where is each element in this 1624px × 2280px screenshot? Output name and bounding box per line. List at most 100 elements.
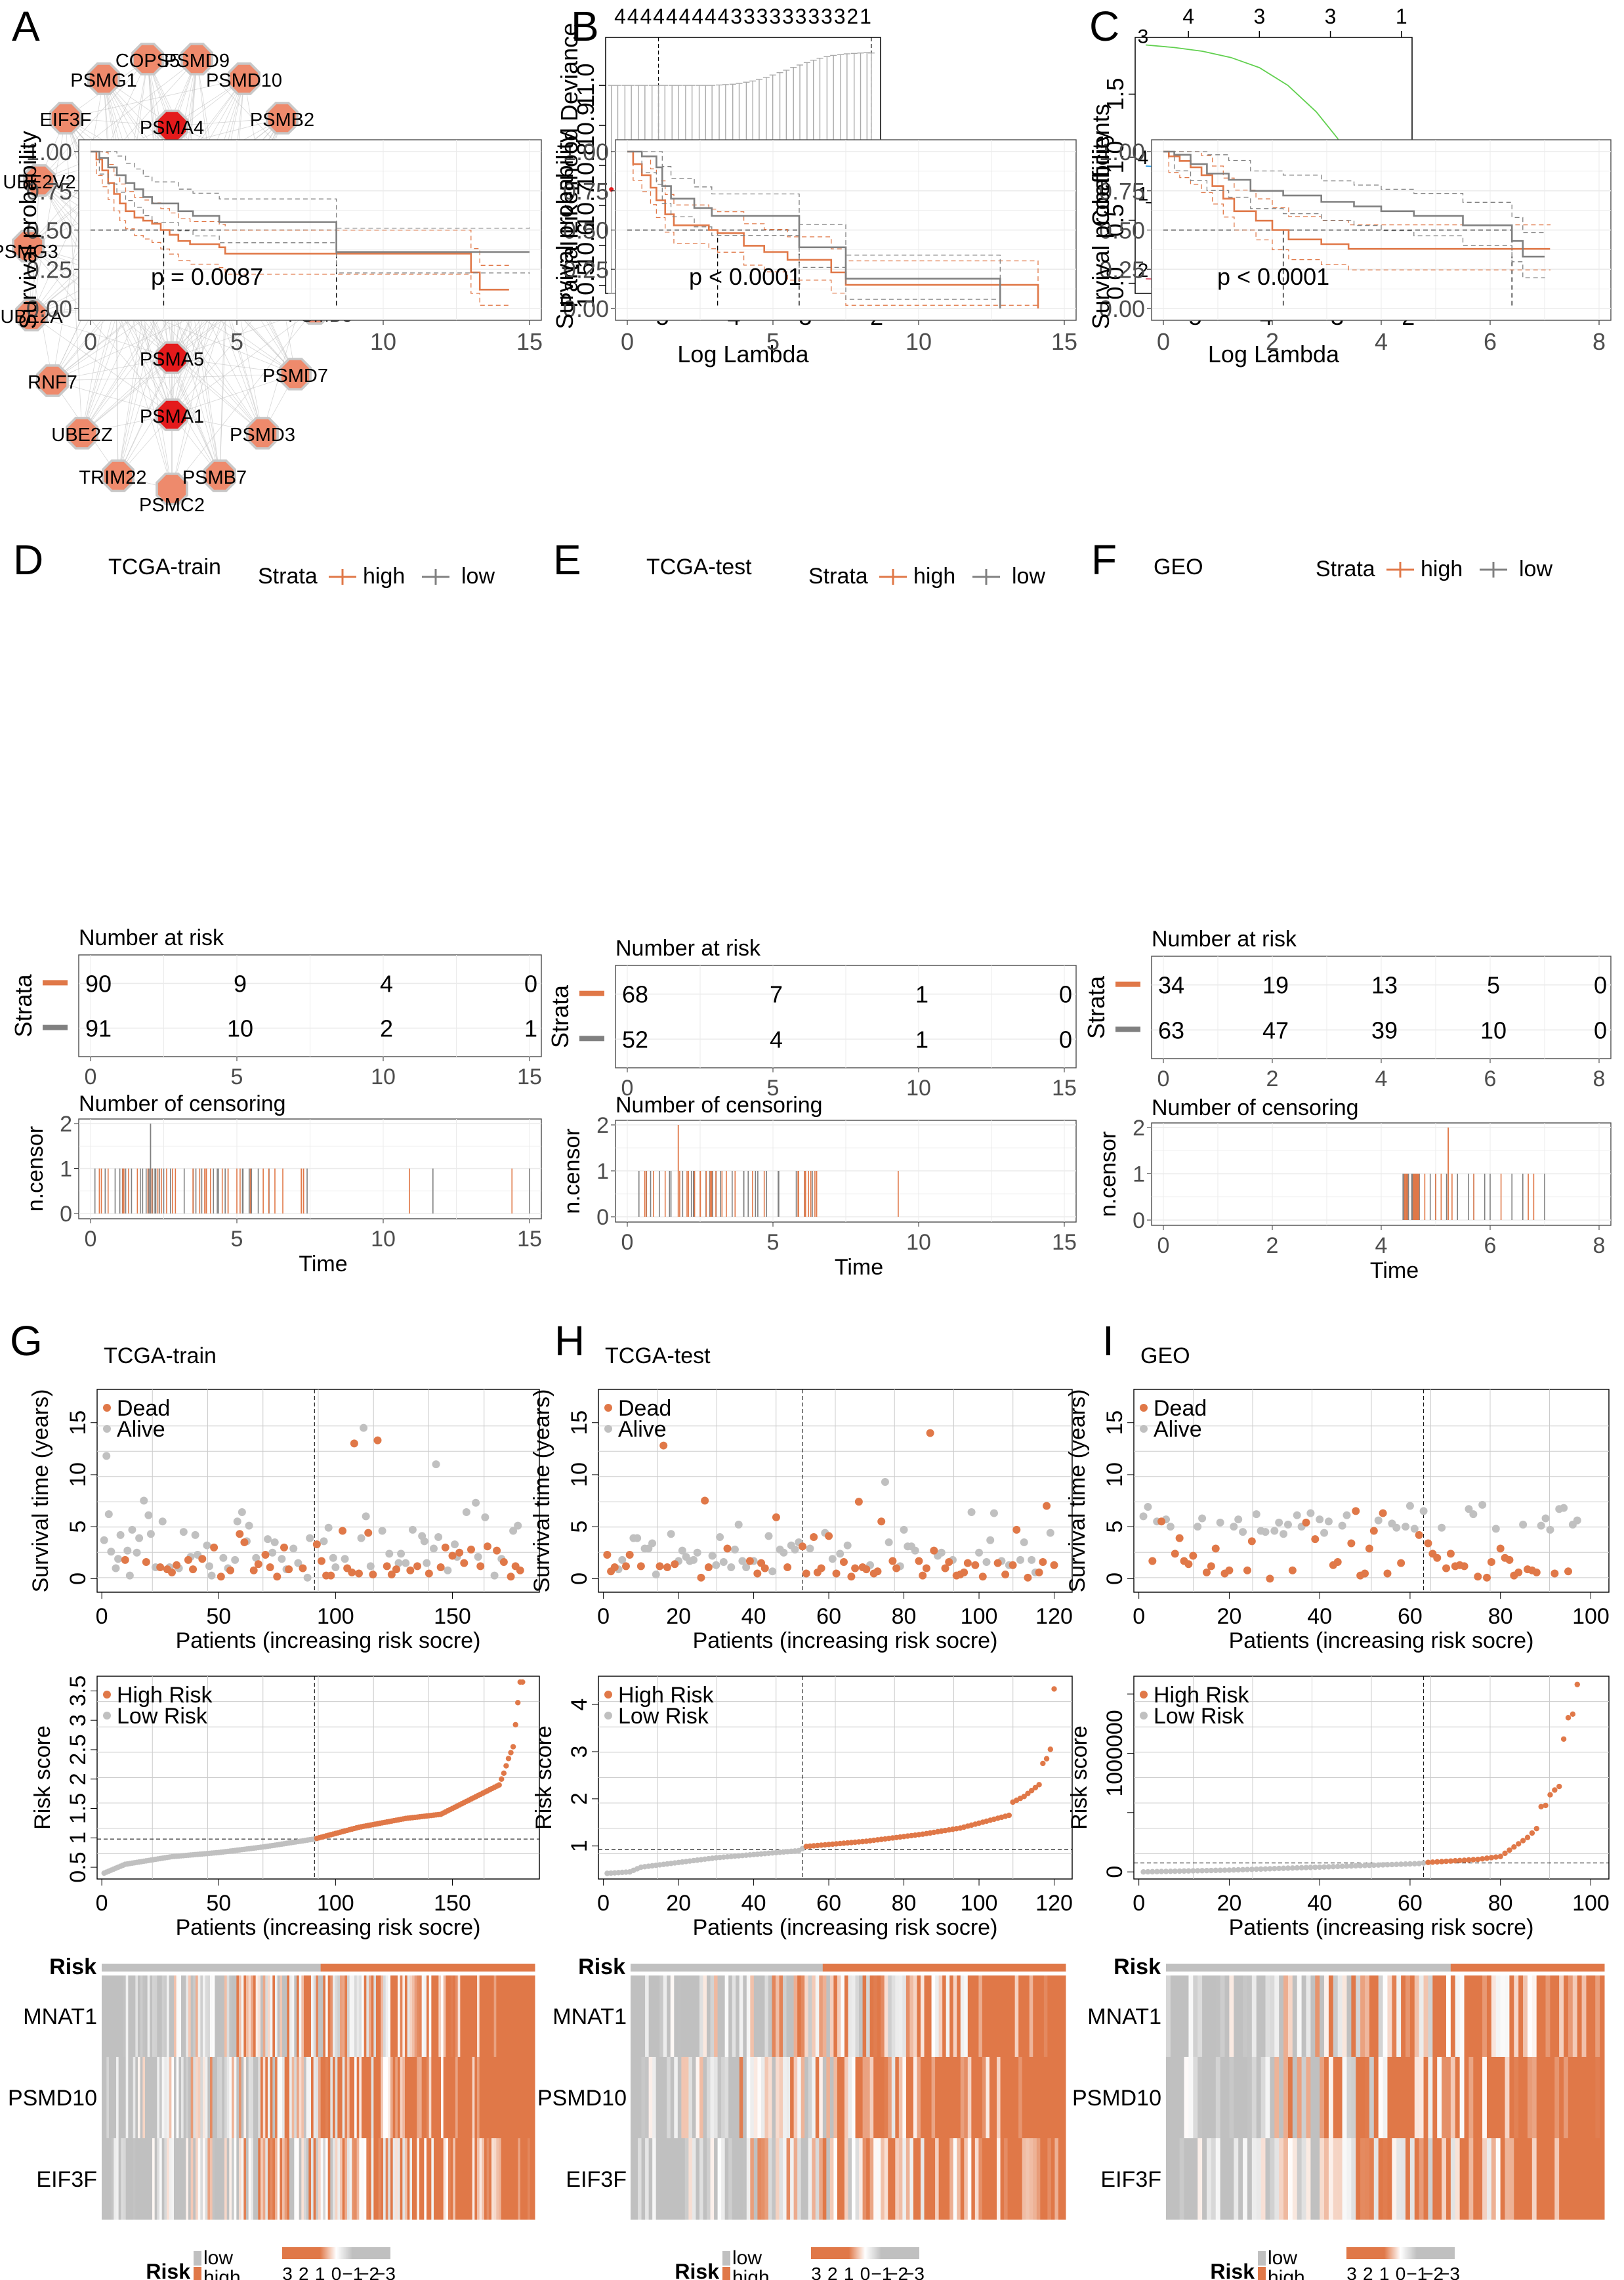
legend-entry-high: high [913,564,955,589]
heatmap-cell [234,2057,237,2138]
risk-annotation-cell [801,1964,805,1972]
heatmap-cell [1478,2057,1483,2138]
ci-upper-high [627,151,1039,284]
top-df-label: 3 [782,5,794,28]
heatmap-cell [1405,2138,1411,2220]
heatmap-cell [1595,1975,1600,2057]
heatmap-cell [306,2057,309,2138]
risk-annotation-cell [311,1964,314,1972]
heatmap-cell [1004,2057,1009,2138]
heatmap-cell [1337,2057,1343,2138]
x-tick-label: 100 [317,1891,354,1916]
risk-annotation-cell [656,1964,660,1972]
risk-annotation-cell [1036,1964,1041,1972]
point-alive [245,1521,253,1530]
point-alive [738,1557,747,1565]
heatmap-cell [1324,2057,1329,2138]
x-tick-label: 0 [597,1604,610,1629]
risk-annotation-cell [1051,1964,1055,1972]
point-low-risk [1353,1863,1359,1869]
heatmap-cell [1523,2138,1528,2220]
heatmap-cell [855,1975,860,2057]
heatmap-cell [176,1975,179,2057]
point-alive [1316,1515,1324,1524]
risk-annotation-cell [1000,1964,1005,1972]
heatmap-cell [638,2057,642,2138]
point-low-risk [1194,1868,1201,1874]
risk-count-low: 47 [1262,1017,1289,1044]
heatmap-cell [320,2057,323,2138]
legend-entry-high: high [363,564,405,589]
point-high-risk [1493,1854,1499,1860]
point-dead [507,1573,515,1581]
censor-axis-label: n.censor [560,1128,585,1214]
heatmap-cell [532,1975,535,2057]
point-high-risk [1479,1856,1486,1862]
heatmap-cell [282,2057,285,2138]
heatmap-cell [859,2138,864,2220]
point-low-risk [1416,1861,1422,1867]
heatmap-cell [1256,2138,1262,2220]
node-label: COPS5 [115,51,180,72]
x-tick-label: 5 [766,328,780,355]
point-low-risk [1321,1864,1327,1870]
point-dead [1333,1558,1342,1567]
heatmap-cell [251,1975,254,2057]
heatmap-cell [463,2138,466,2220]
y-tick-label: 3 [66,1714,91,1727]
risk-annotation-cell [407,1964,410,1972]
node-label: RNF7 [28,372,77,393]
y-axis-label: Risk score [531,1725,556,1830]
point-dead [1424,1539,1432,1548]
network-node-psmd3 [246,417,279,450]
heatmap-cell [376,2057,379,2138]
risk-annotation-cell [232,1964,235,1972]
heatmap-cell [688,2057,693,2138]
x-axis-label: Time [1370,1258,1419,1283]
risk-annotation-cell [282,1964,285,1972]
heatmap-cell [949,2057,954,2138]
heatmap-cell [873,2057,878,2138]
risk-annotation-cell [859,1964,864,1972]
heatmap-cell [438,2138,442,2220]
panel-label-C: C [1089,3,1119,50]
point-dead [1035,1568,1043,1576]
heatmap-cell [265,2057,268,2138]
heatmap-cell [1234,1975,1239,2057]
point-low-risk [1140,1868,1146,1875]
legend-marker-high [1140,1691,1148,1699]
survival-curve-low [1163,150,1545,258]
heatmap-cell [812,2057,816,2138]
risk-annotation-cell [667,1964,671,1972]
heatmap-cell [1301,2057,1306,2138]
heatmap-cell [424,2138,427,2220]
heatmap-cell [518,2057,521,2138]
risk-annotation-cell [1166,1964,1171,1972]
network-edge [81,301,117,434]
heatmap-cell [674,2057,678,2138]
top-df-label: 3 [834,5,846,28]
heatmap-cell [135,2057,138,2138]
heatmap-cell [186,1975,189,2057]
heatmap-cell [366,2138,369,2220]
point-high-risk [1425,1859,1431,1865]
risk-annotation-cell [424,1964,427,1972]
heatmap-cell [1320,2057,1325,2138]
risk-annotation-cell [1514,1964,1519,1972]
heatmap-cell [841,1975,845,2057]
heatmap-cell [1166,2057,1171,2138]
heatmap-cell [427,2138,430,2220]
point-alive [107,1548,115,1556]
heatmap-cell [421,1975,425,2057]
network-node-rnf7 [36,364,69,397]
heatmap-cell [262,2057,266,2138]
risk-count-high: 0 [1059,981,1072,1008]
network-edge [171,357,296,375]
point-low-risk [1380,1862,1386,1868]
heatmap-cell [1455,2057,1461,2138]
point-dead [847,1573,856,1581]
heatmap-cell [724,2057,729,2138]
risk-annotation-cell [503,1964,507,1972]
heatmap-cell [232,1975,235,2057]
heatmap-cell [347,2057,350,2138]
